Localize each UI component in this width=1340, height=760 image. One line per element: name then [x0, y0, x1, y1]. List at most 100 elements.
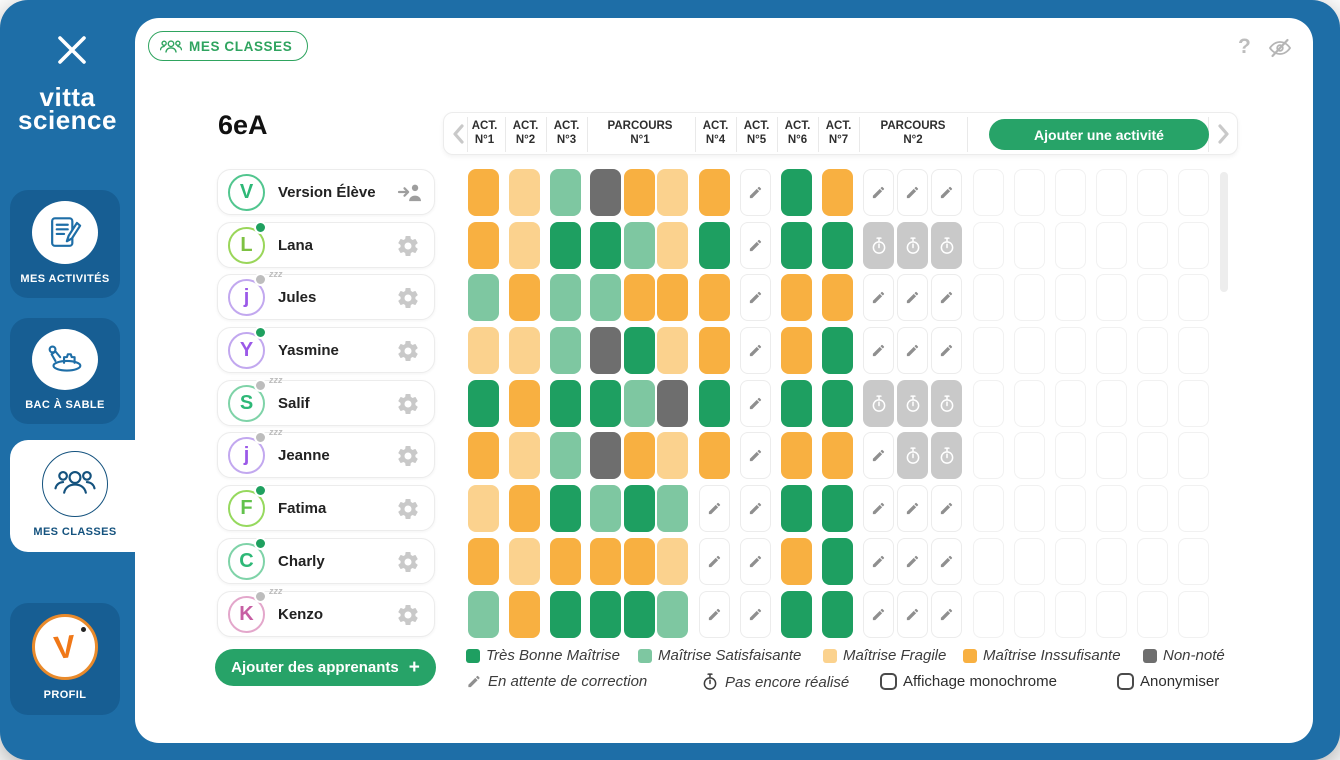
- grid-cell-mi[interactable]: [509, 485, 540, 532]
- grid-cell-mi[interactable]: [699, 327, 730, 374]
- grid-cell-mi[interactable]: [822, 432, 853, 479]
- grid-cell-tbm[interactable]: [699, 222, 730, 269]
- grid-cell-tbm[interactable]: [590, 222, 621, 269]
- column-header-parcours-n°1[interactable]: PARCOURS N°1: [607, 120, 673, 146]
- sidebar-item-mes-activites[interactable]: MES ACTIVITÉS: [10, 190, 120, 298]
- grid-cell-mf[interactable]: [509, 222, 540, 269]
- grid-cell-pen[interactable]: [863, 485, 894, 532]
- grid-cell-tim[interactable]: [931, 380, 962, 427]
- grid-cell-mi[interactable]: [624, 274, 655, 321]
- grid-cell-tbm[interactable]: [822, 591, 853, 638]
- grid-cell-mi[interactable]: [781, 432, 812, 479]
- column-header-parcours-n°2[interactable]: PARCOURS N°2: [880, 120, 946, 146]
- grid-cell-tbm[interactable]: [781, 380, 812, 427]
- grid-cell-mf[interactable]: [657, 432, 688, 479]
- grid-cell-mi[interactable]: [781, 538, 812, 585]
- sidebar-item-profil[interactable]: V PROFIL: [10, 603, 120, 715]
- grid-cell-pen[interactable]: [863, 274, 894, 321]
- grid-cell-ms[interactable]: [550, 327, 581, 374]
- grid-cell-mi[interactable]: [590, 538, 621, 585]
- grid-cell-mi[interactable]: [657, 274, 688, 321]
- column-header-act-n°6[interactable]: ACT. N°6: [784, 120, 811, 146]
- grid-cell-tbm[interactable]: [468, 380, 499, 427]
- grid-cell-mi[interactable]: [781, 274, 812, 321]
- grid-cell-pen[interactable]: [699, 538, 730, 585]
- grid-cell-pen[interactable]: [740, 327, 771, 374]
- grid-cell-tbm[interactable]: [699, 380, 730, 427]
- grid-cell-mi[interactable]: [509, 380, 540, 427]
- grid-cell-mi[interactable]: [822, 274, 853, 321]
- grid-cell-pen[interactable]: [740, 538, 771, 585]
- grid-cell-pen[interactable]: [897, 327, 928, 374]
- grid-cell-ms[interactable]: [468, 274, 499, 321]
- grid-cell-tbm[interactable]: [624, 327, 655, 374]
- grid-cell-mi[interactable]: [624, 169, 655, 216]
- grid-cell-mi[interactable]: [822, 169, 853, 216]
- grid-cell-tbm[interactable]: [590, 380, 621, 427]
- grid-cell-nn[interactable]: [590, 169, 621, 216]
- grid-cell-pen[interactable]: [863, 169, 894, 216]
- student-settings-gear-icon[interactable]: [396, 497, 422, 521]
- grid-cell-pen[interactable]: [863, 432, 894, 479]
- grid-cell-mf[interactable]: [657, 327, 688, 374]
- grid-cell-pen[interactable]: [740, 591, 771, 638]
- grid-cell-tbm[interactable]: [781, 169, 812, 216]
- grid-cell-mi[interactable]: [468, 538, 499, 585]
- grid-cell-tbm[interactable]: [822, 485, 853, 532]
- grid-cell-tim[interactable]: [931, 432, 962, 479]
- grid-cell-tim[interactable]: [863, 222, 894, 269]
- grid-cell-tbm[interactable]: [550, 222, 581, 269]
- grid-cell-ms[interactable]: [550, 169, 581, 216]
- grid-cell-mf[interactable]: [468, 485, 499, 532]
- grid-cell-pen[interactable]: [931, 538, 962, 585]
- grid-cell-tbm[interactable]: [822, 327, 853, 374]
- eye-slash-icon[interactable]: [1266, 36, 1294, 60]
- grid-cell-tbm[interactable]: [781, 591, 812, 638]
- student-settings-gear-icon[interactable]: [396, 550, 422, 574]
- grid-cell-nn[interactable]: [590, 327, 621, 374]
- grid-cell-pen[interactable]: [740, 274, 771, 321]
- grid-cell-tbm[interactable]: [624, 591, 655, 638]
- grid-cell-pen[interactable]: [740, 222, 771, 269]
- grid-cell-ms[interactable]: [657, 591, 688, 638]
- grid-cell-mi[interactable]: [468, 222, 499, 269]
- grid-cell-tbm[interactable]: [590, 591, 621, 638]
- grid-cell-nn[interactable]: [657, 380, 688, 427]
- grid-cell-mi[interactable]: [468, 432, 499, 479]
- sidebar-item-mes-classes[interactable]: MES CLASSES: [10, 440, 140, 552]
- grid-cell-tbm[interactable]: [624, 485, 655, 532]
- help-button[interactable]: ?: [1238, 35, 1251, 58]
- grid-cell-ms[interactable]: [550, 432, 581, 479]
- grid-cell-pen[interactable]: [740, 485, 771, 532]
- grid-cell-mi[interactable]: [509, 274, 540, 321]
- grid-cell-mi[interactable]: [550, 538, 581, 585]
- grid-cell-tbm[interactable]: [822, 380, 853, 427]
- column-header-act-n°7[interactable]: ACT. N°7: [825, 120, 852, 146]
- grid-cell-pen[interactable]: [740, 380, 771, 427]
- monochrome-checkbox[interactable]: [880, 673, 897, 690]
- grid-cell-mi[interactable]: [624, 538, 655, 585]
- grid-cell-tbm[interactable]: [550, 485, 581, 532]
- grid-cell-pen[interactable]: [931, 274, 962, 321]
- column-header-act-n°5[interactable]: ACT. N°5: [743, 120, 770, 146]
- grid-cell-mf[interactable]: [509, 327, 540, 374]
- grid-cell-pen[interactable]: [897, 538, 928, 585]
- grid-cell-pen[interactable]: [897, 591, 928, 638]
- grid-cell-pen[interactable]: [699, 591, 730, 638]
- student-settings-gear-icon[interactable]: [396, 392, 422, 416]
- grid-cell-ms[interactable]: [590, 274, 621, 321]
- student-settings-gear-icon[interactable]: [396, 286, 422, 310]
- grid-cell-mi[interactable]: [699, 432, 730, 479]
- column-header-act-n°2[interactable]: ACT. N°2: [512, 120, 539, 146]
- grid-cell-mi[interactable]: [699, 169, 730, 216]
- grid-cell-pen[interactable]: [897, 274, 928, 321]
- grid-cell-mf[interactable]: [657, 222, 688, 269]
- grid-cell-mi[interactable]: [699, 274, 730, 321]
- login-as-student-icon[interactable]: [396, 181, 422, 205]
- grid-cell-tbm[interactable]: [822, 538, 853, 585]
- grid-cell-pen[interactable]: [740, 432, 771, 479]
- student-settings-gear-icon[interactable]: [396, 444, 422, 468]
- grid-cell-tbm[interactable]: [781, 222, 812, 269]
- anonymize-checkbox[interactable]: [1117, 673, 1134, 690]
- grid-cell-ms[interactable]: [468, 591, 499, 638]
